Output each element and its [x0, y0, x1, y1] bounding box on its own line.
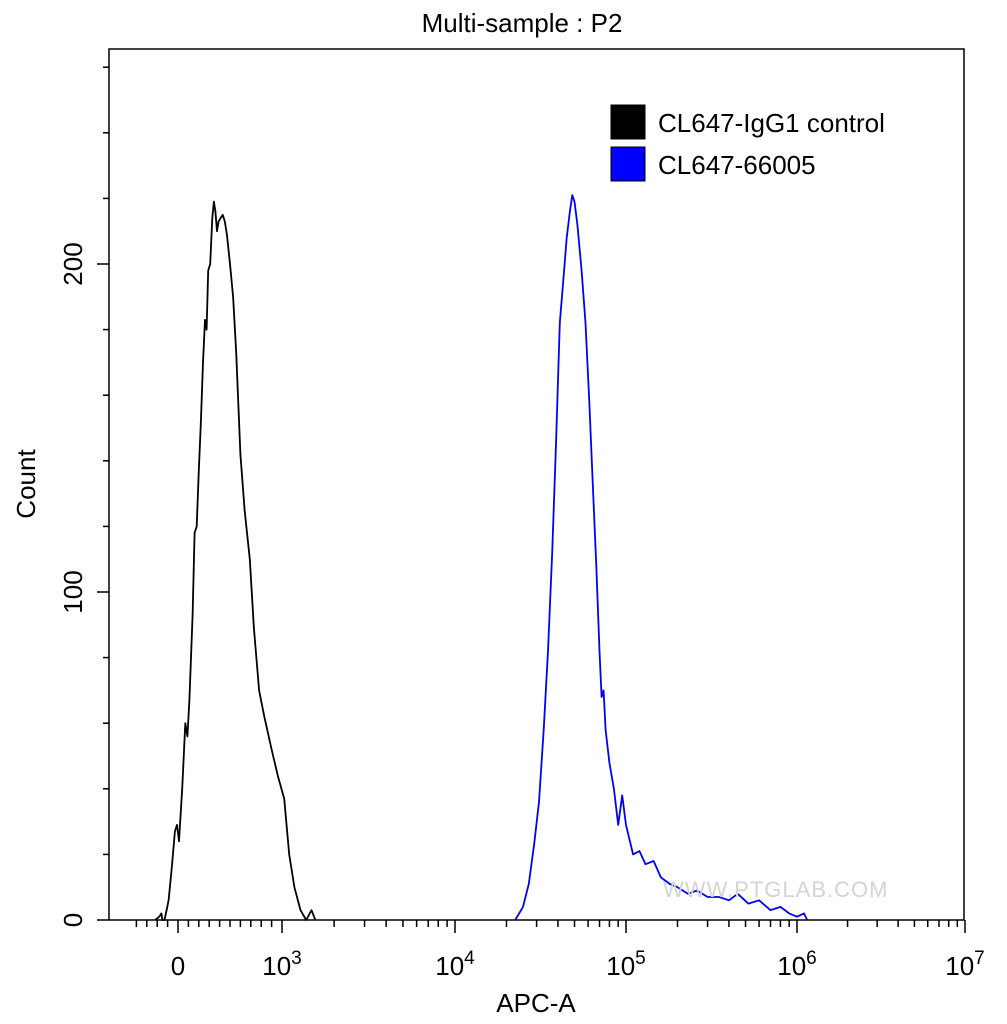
- y-axis-ticks: 0 100 200: [58, 66, 109, 927]
- x-tick-label: 103: [262, 948, 302, 981]
- y-tick-label: 200: [58, 242, 88, 285]
- watermark-text: WWW.PTGLAB.COM: [663, 877, 888, 902]
- chart-title: Multi-sample : P2: [422, 8, 623, 38]
- x-axis-label: APC-A: [496, 988, 576, 1018]
- x-tick-label: 0: [171, 951, 185, 981]
- legend-label: CL647-IgG1 control: [658, 108, 885, 138]
- y-tick-label: 100: [58, 570, 88, 613]
- legend-swatch: [610, 146, 646, 182]
- legend: CL647-IgG1 control CL647-66005: [610, 104, 885, 182]
- x-axis-ticks: 0 103 104 105 106 107: [135, 920, 985, 981]
- y-tick-label: 0: [58, 913, 88, 927]
- plot-frame: [108, 48, 965, 921]
- legend-swatch: [610, 104, 646, 140]
- series-line-control: [154, 200, 317, 921]
- y-axis-label: Count: [11, 449, 41, 519]
- x-tick-label: 105: [606, 948, 646, 981]
- x-tick-label: 104: [435, 948, 475, 981]
- legend-label: CL647-66005: [658, 150, 816, 180]
- series-line-sample: [514, 194, 809, 921]
- x-tick-label: 106: [777, 948, 817, 981]
- x-tick-label: 107: [945, 948, 985, 981]
- series-layer: [154, 194, 809, 921]
